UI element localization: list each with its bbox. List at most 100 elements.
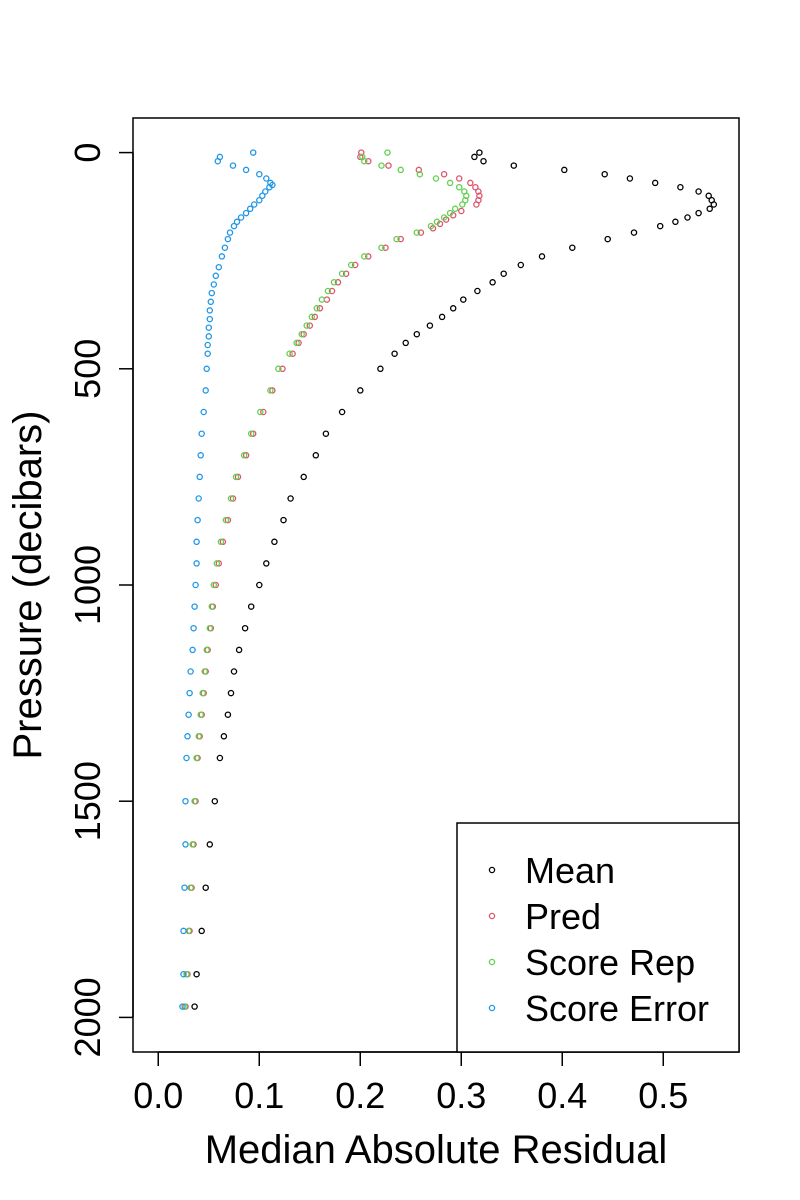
data-point [311,313,319,321]
data-point [242,209,250,217]
data-point [378,162,385,169]
data-point [204,350,211,357]
data-point [472,183,479,191]
data-point [187,884,194,891]
data-point [475,188,482,195]
data-point [378,244,385,251]
data-point [480,157,487,165]
data-point [205,333,213,340]
data-point [467,179,474,187]
data-point [279,365,286,373]
data-point [417,229,425,236]
data-point [489,279,496,286]
data-point [397,166,404,174]
series-pred [182,149,483,1010]
data-point [218,253,226,260]
data-point [191,797,198,805]
data-point [197,452,204,459]
plot-area [179,149,718,1010]
legend-label: Score Error [525,988,709,1029]
data-point [293,339,300,347]
data-point [510,162,518,169]
data-point [604,235,611,243]
data-point [242,166,250,174]
data-point [185,711,192,718]
x-axis: 0.0 0.1 0.2 0.3 0.4 0.5 [133,1051,688,1116]
data-point [200,408,207,416]
data-point [438,313,446,321]
data-point [206,841,214,848]
data-point [706,205,713,213]
data-point [455,175,463,182]
data-point [460,296,467,303]
y-axis: 0 500 1000 1500 2000 [67,143,134,1057]
data-point [214,157,222,165]
y-tick-label: 500 [67,339,108,399]
data-point [206,315,214,323]
data-point [267,387,274,394]
data-point [262,188,269,195]
x-tick-label: 0.0 [133,1075,183,1116]
data-point [202,387,209,394]
data-point [672,218,679,226]
data-point [233,218,241,226]
data-point [206,307,214,314]
data-point [249,149,257,156]
data-point [212,272,220,280]
data-point [342,270,350,277]
data-point [211,797,219,805]
data-point [182,797,189,805]
data-point [203,365,210,373]
data-point [247,430,255,437]
data-point [206,624,214,632]
data-point [280,516,287,524]
data-point [263,560,270,567]
data-point [458,207,465,215]
data-point [224,235,232,243]
data-point [347,261,355,269]
data-point [199,689,206,697]
data-point [300,330,307,338]
data-point [517,261,525,269]
data-point [538,253,546,260]
data-point [208,603,216,610]
data-point [195,495,202,502]
data-point [391,350,398,357]
legend-marker [488,866,496,874]
data-point [259,192,266,200]
data-point [695,209,702,217]
data-point [322,430,330,437]
data-point [357,153,364,161]
data-point [705,192,712,200]
data-point [569,244,576,251]
data-point [361,253,368,260]
data-point [462,196,469,204]
x-tick-label: 0.4 [537,1075,587,1116]
data-point [208,289,216,297]
data-point [306,322,314,329]
y-axis-title: Pressure (decibars) [6,410,50,759]
data-point [365,157,372,165]
data-point [313,305,321,312]
data-point [561,166,568,174]
data-point [286,350,293,357]
data-point [189,841,196,848]
data-point [260,408,267,416]
data-point [191,603,198,610]
data-point [183,754,190,762]
data-point [358,149,365,156]
data-point [247,603,255,610]
data-point [234,473,242,481]
data-point [684,214,691,221]
data-point [219,538,227,546]
series-score-error [179,149,276,1010]
data-point [601,170,608,178]
series-mean [191,149,718,1010]
data-point [393,235,400,243]
data-point [384,149,391,156]
data-point [226,229,234,236]
data-point [402,339,409,347]
data-point [630,229,638,236]
data-point [215,263,223,271]
